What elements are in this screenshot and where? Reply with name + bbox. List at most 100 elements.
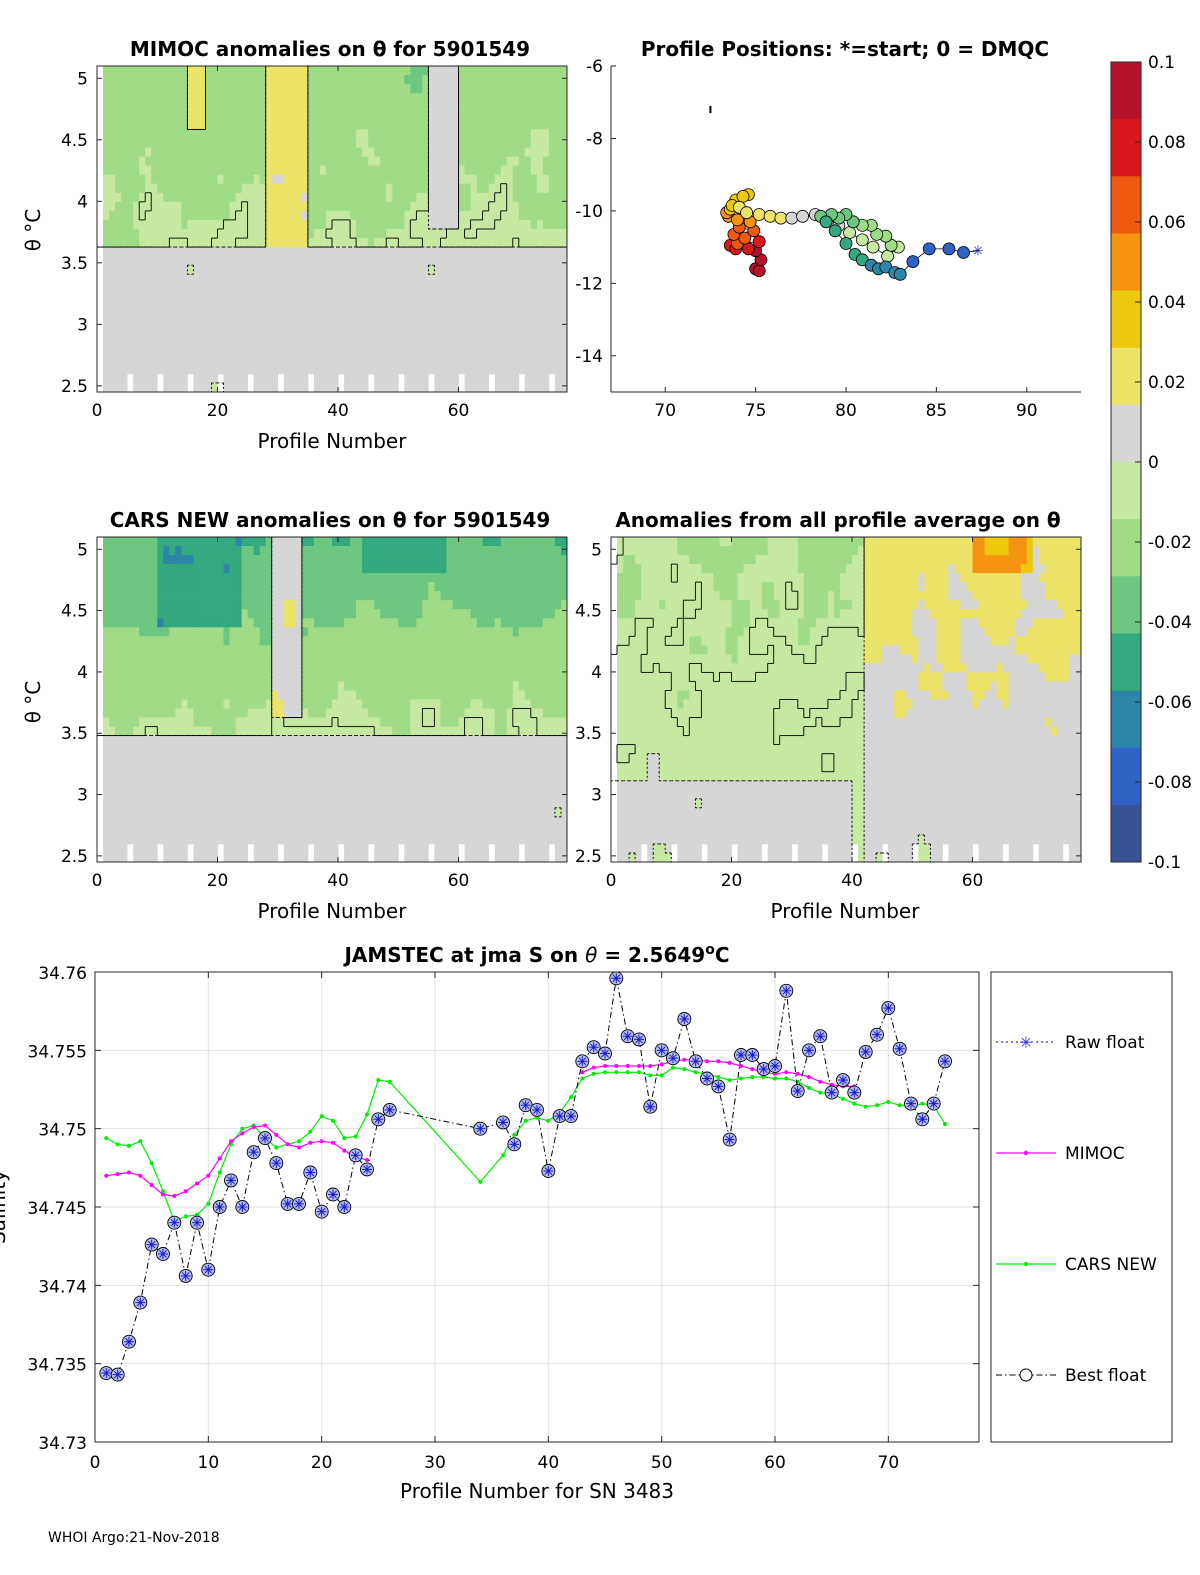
- heatmap-cell: [181, 600, 188, 610]
- heatmap-cell: [241, 66, 248, 76]
- heatmap-cell: [548, 346, 556, 357]
- heatmap-cell: [488, 129, 496, 139]
- heatmap-cell: [187, 66, 194, 76]
- heatmap-cell: [410, 382, 417, 392]
- heatmap-cell: [554, 219, 562, 230]
- heatmap-cell: [157, 283, 164, 293]
- heatmap-cell: [398, 645, 405, 655]
- heatmap-cell: [332, 355, 339, 366]
- heatmap-cell: [199, 165, 206, 176]
- heatmap-cell: [193, 310, 200, 320]
- heatmap-cell: [241, 582, 248, 592]
- heatmap-cell: [313, 627, 321, 637]
- heatmap-cell: [452, 337, 459, 348]
- heatmap-cell: [205, 129, 212, 139]
- heatmap-cell: [229, 672, 236, 682]
- heatmap-cell: [410, 292, 417, 302]
- heatmap-cell: [392, 274, 399, 284]
- heatmap-cell: [410, 165, 417, 176]
- heatmap-cell: [452, 645, 459, 655]
- heatmap-cell: [229, 310, 236, 320]
- heatmap-cell: [319, 256, 327, 266]
- heatmap-cell: [277, 301, 285, 311]
- heatmap-cell: [277, 165, 285, 176]
- heatmap-cell: [187, 192, 194, 203]
- heatmap-cell: [103, 129, 110, 139]
- heatmap-cell: [265, 274, 273, 284]
- heatmap-cell: [332, 627, 339, 637]
- heatmap-cell: [344, 672, 351, 682]
- heatmap-cell: [332, 66, 339, 76]
- heatmap-cell: [434, 582, 441, 592]
- heatmap-cell: [404, 192, 411, 203]
- heatmap-cell: [133, 219, 140, 230]
- heatmap-cell: [133, 165, 140, 176]
- heatmap-cell: [326, 537, 333, 547]
- heatmap-cell: [289, 238, 297, 248]
- heatmap-cell: [283, 636, 291, 646]
- heatmap-cell: [476, 210, 483, 221]
- heatmap-cell: [229, 699, 236, 709]
- heatmap-cell: [175, 355, 182, 366]
- heatmap-cell: [157, 346, 164, 357]
- heatmap-cell: [512, 102, 520, 112]
- heatmap-cell: [410, 699, 417, 709]
- heatmap-cell: [199, 346, 206, 357]
- heatmap-cell: [561, 111, 567, 121]
- heatmap-cell: [205, 726, 212, 736]
- heatmap-cell: [536, 564, 544, 574]
- heatmap-cell: [326, 654, 333, 664]
- heatmap-cell: [211, 147, 218, 157]
- heatmap-cell: [175, 210, 182, 221]
- heatmap-cell: [410, 600, 417, 610]
- heatmap-cell: [554, 573, 562, 583]
- heatmap-cell: [145, 301, 152, 311]
- heatmap-cell: [356, 618, 363, 628]
- heatmap-cell: [422, 555, 429, 565]
- heatmap-cell: [181, 66, 188, 76]
- heatmap-cell: [356, 337, 363, 348]
- heatmap-cell: [247, 591, 254, 601]
- heatmap-cell: [283, 102, 291, 112]
- heatmap-cell: [416, 66, 423, 76]
- heatmap-cell: [374, 292, 381, 302]
- heatmap-cell: [380, 301, 387, 311]
- heatmap-cell: [319, 681, 327, 691]
- heatmap-cell: [217, 364, 224, 375]
- heatmap-cell: [428, 537, 435, 547]
- heatmap-cell: [464, 681, 471, 691]
- mimoc-title: MIMOC anomalies on θ for 5901549: [130, 37, 530, 61]
- heatmap-cell: [368, 210, 375, 221]
- heatmap-cell: [518, 102, 526, 112]
- heatmap-cell: [283, 373, 291, 384]
- heatmap-cell: [356, 564, 363, 574]
- heatmap-cell: [289, 537, 297, 547]
- heatmap-cell: [313, 346, 321, 357]
- heatmap-cell: [319, 355, 327, 366]
- heatmap-cell: [350, 681, 357, 691]
- heatmap-cell: [181, 328, 188, 339]
- heatmap-cell: [362, 111, 369, 121]
- heatmap-cell: [259, 699, 267, 709]
- heatmap-cell: [356, 355, 363, 366]
- heatmap-cell: [313, 582, 321, 592]
- heatmap-cell: [151, 265, 158, 275]
- heatmap-cell: [530, 283, 538, 293]
- heatmap-cell: [416, 183, 423, 194]
- heatmap-cell: [313, 183, 321, 194]
- heatmap-cell: [175, 84, 182, 94]
- heatmap-cell: [518, 111, 526, 121]
- heatmap-cell: [133, 66, 140, 76]
- heatmap-cell: [295, 618, 303, 628]
- heatmap-cell: [488, 355, 496, 366]
- heatmap-cell: [133, 238, 140, 248]
- heatmap-cell: [561, 66, 567, 76]
- heatmap-cell: [253, 265, 261, 275]
- heatmap-cell: [524, 319, 532, 330]
- heatmap-cell: [506, 546, 514, 556]
- heatmap-cell: [259, 627, 267, 637]
- heatmap-cell: [211, 537, 218, 547]
- heatmap-cell: [313, 129, 321, 139]
- heatmap-cell: [307, 219, 315, 230]
- heatmap-cell: [241, 102, 248, 112]
